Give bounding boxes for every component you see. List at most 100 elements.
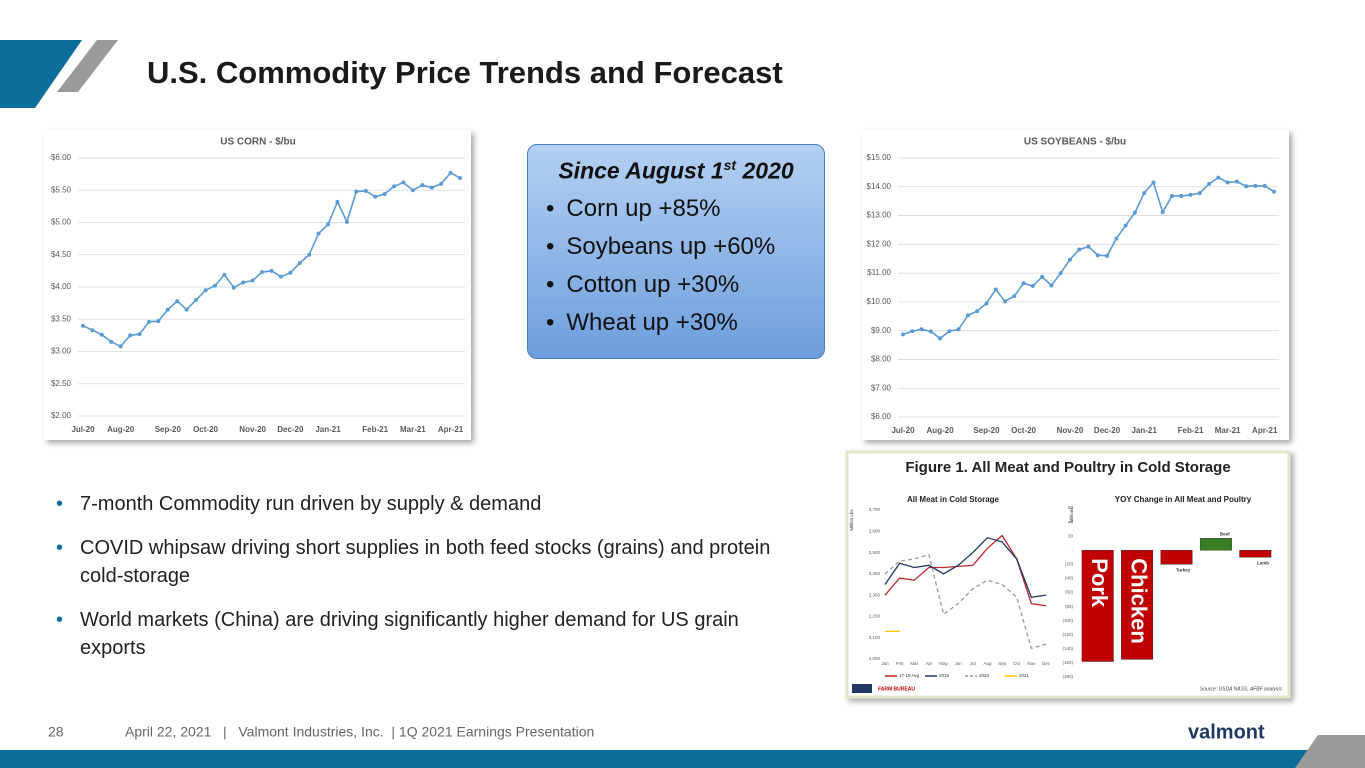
x-tick-label: Aug-20: [107, 425, 135, 434]
marker: [1262, 183, 1267, 188]
y-axis-label: Million Lbs: [849, 509, 854, 531]
x-tick-label: Mar: [910, 661, 918, 666]
marker: [146, 319, 151, 324]
x-tick-label: Oct-20: [193, 425, 218, 434]
marker: [1077, 247, 1082, 252]
legend-label: 17-19 Avg: [899, 673, 920, 678]
x-tick-label: Dec-20: [277, 425, 304, 434]
y-tick-label: 2,000: [869, 656, 881, 661]
callout-item: Wheat up +30%: [562, 309, 806, 337]
marker: [156, 319, 161, 324]
marker: [1207, 181, 1212, 186]
marker: [278, 274, 283, 279]
marker: [194, 297, 199, 302]
line: [884, 553, 1047, 650]
y-tick-label: 2,700: [869, 507, 881, 512]
x-tick-label: Apr-21: [438, 425, 464, 434]
line: [884, 536, 1047, 598]
callout-list: Corn up +85% Soybeans up +60% Cotton up +3…: [546, 195, 806, 337]
x-tick-label: Mar-21: [400, 425, 426, 434]
marker: [1114, 236, 1119, 241]
marker: [1105, 253, 1110, 258]
marker: [241, 280, 246, 285]
x-tick-label: Nov-20: [239, 425, 266, 434]
y-tick-label: (160): [1062, 660, 1073, 665]
y-tick-label: $10.00: [867, 297, 892, 306]
x-tick-label: Jan-21: [315, 425, 341, 434]
marker: [1086, 244, 1091, 249]
y-tick-label: $2.50: [51, 379, 72, 388]
marker: [458, 175, 462, 180]
callout-item: Soybeans up +60%: [562, 233, 806, 261]
y-tick-label: $12.00: [867, 239, 892, 248]
chart-title: US CORN - $/bu: [220, 137, 296, 148]
chart-title: YOY Change in All Meat and Poultry: [1115, 495, 1252, 504]
marker: [1030, 284, 1035, 289]
marker: [1058, 271, 1063, 276]
marker: [363, 188, 368, 193]
marker: [439, 181, 444, 186]
y-axis-label: Millions: [1069, 507, 1074, 523]
bar: [1199, 538, 1232, 551]
marker: [919, 327, 924, 332]
y-tick-label: $6.00: [51, 153, 72, 162]
x-tick-label: Oct-20: [1011, 426, 1036, 435]
legend-label: 2020: [979, 673, 990, 678]
marker: [1067, 257, 1072, 262]
marker: [382, 192, 387, 197]
marker: [392, 184, 397, 189]
marker: [1188, 192, 1193, 197]
marker: [1142, 191, 1147, 196]
marker: [1049, 283, 1054, 288]
bullet: World markets (China) are driving signif…: [56, 606, 796, 662]
marker: [260, 270, 265, 275]
x-tick-label: Sep-20: [155, 425, 182, 434]
marker: [1021, 281, 1026, 286]
y-tick-label: $9.00: [871, 326, 892, 335]
y-tick-label: (40): [1065, 576, 1074, 581]
marker: [965, 313, 970, 318]
slide-title: U.S. Commodity Price Trends and Forecast: [147, 55, 783, 90]
figure-title: Figure 1. All Meat and Poultry in Cold S…: [905, 459, 1230, 476]
marker: [354, 189, 359, 194]
x-tick-label: Feb: [896, 661, 904, 666]
y-tick-label: 20: [1068, 533, 1074, 538]
marker: [1179, 193, 1184, 198]
marker: [910, 329, 915, 334]
marker: [269, 268, 274, 273]
x-tick-label: May: [939, 661, 948, 666]
y-tick-label: 2,100: [869, 635, 881, 640]
marker: [335, 199, 340, 204]
x-tick-label: Sep: [998, 661, 1007, 666]
y-tick-label: (60): [1065, 590, 1074, 595]
marker: [928, 329, 933, 334]
y-tick-label: 2,600: [869, 528, 881, 533]
x-tick-label: Feb-21: [362, 425, 388, 434]
y-tick-label: $6.00: [871, 412, 892, 421]
marker: [250, 278, 255, 283]
page-number: 28: [48, 724, 64, 740]
marker: [165, 307, 170, 312]
marker: [1132, 210, 1137, 215]
x-tick-label: Jan-21: [1131, 426, 1157, 435]
marker: [231, 285, 236, 290]
y-tick-label: (100): [1062, 618, 1073, 623]
marker: [1216, 175, 1221, 180]
y-tick-label: (180): [1062, 674, 1073, 679]
bullet-list: 7-month Commodity run driven by supply &…: [56, 490, 796, 678]
x-tick-label: Nov: [1027, 661, 1036, 666]
marker: [1095, 253, 1100, 258]
marker: [1003, 299, 1008, 304]
y-tick-label: $13.00: [867, 211, 892, 220]
bar: [1121, 550, 1154, 660]
marker: [1253, 183, 1258, 188]
y-tick-label: $5.50: [51, 185, 72, 194]
y-tick-label: (120): [1062, 632, 1073, 637]
marker: [326, 222, 331, 227]
callout: Since August 1st 2020 Corn up +85% Soybea…: [527, 144, 825, 359]
heading-text: 2020: [736, 157, 794, 184]
marker: [175, 299, 180, 304]
y-tick-label: 2,300: [869, 592, 881, 597]
